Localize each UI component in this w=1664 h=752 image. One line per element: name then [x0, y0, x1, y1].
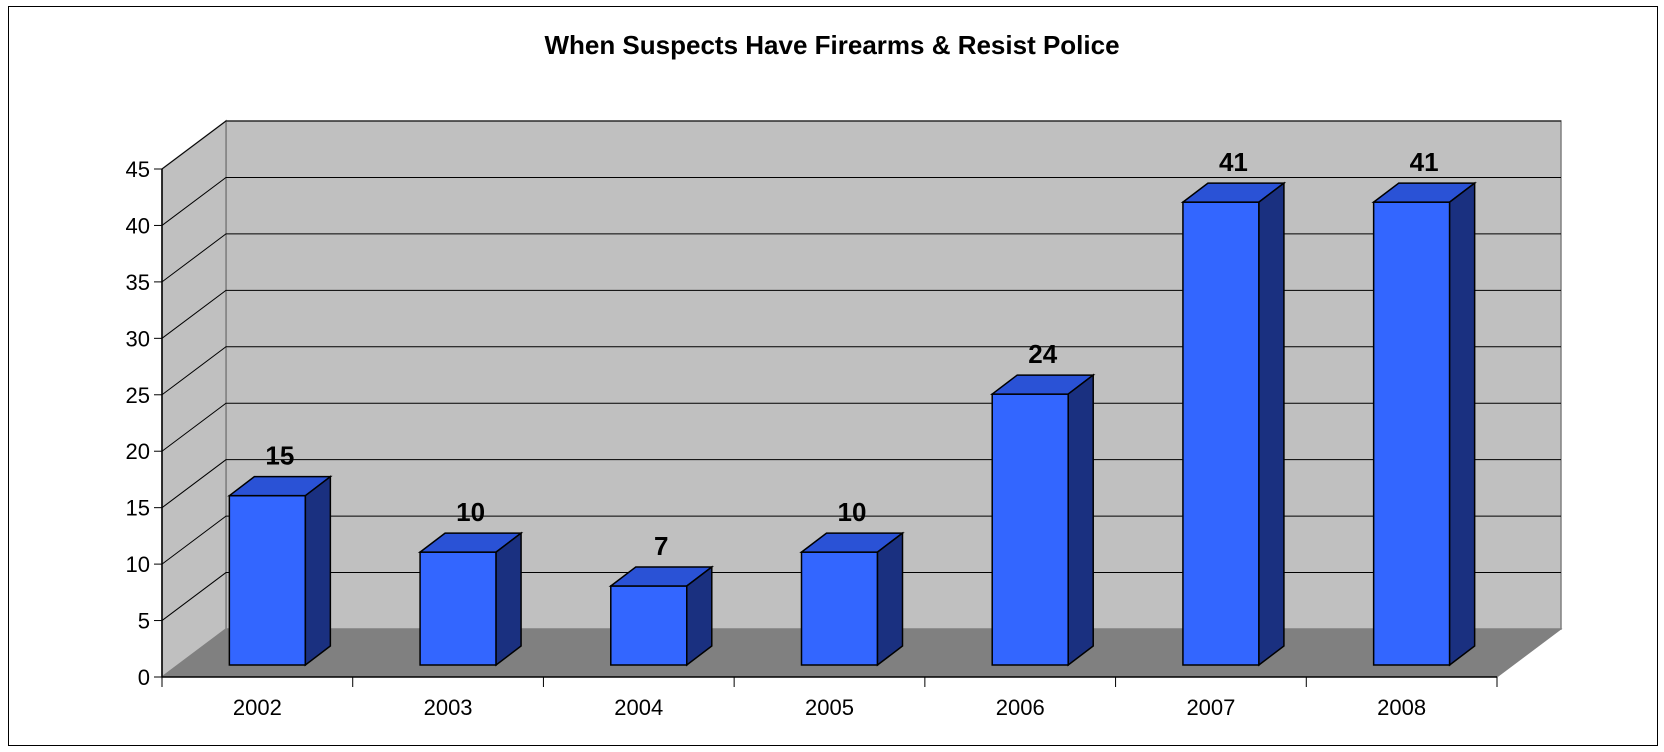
- bar: [608, 565, 715, 667]
- bar-side: [876, 531, 904, 667]
- y-tick-label: 10: [126, 552, 150, 577]
- bar-front: [1372, 201, 1451, 666]
- data-label: 41: [1219, 147, 1248, 177]
- data-label: 24: [1028, 339, 1057, 369]
- gridline: [161, 572, 1561, 621]
- bar: [227, 475, 333, 667]
- data-label: 10: [456, 497, 485, 527]
- data-label: 15: [265, 441, 294, 471]
- bar-front: [991, 393, 1069, 666]
- gridline: [161, 120, 1561, 170]
- y-tick-label: 5: [138, 609, 150, 634]
- y-tick-label: 15: [126, 496, 150, 521]
- bar-side: [1448, 181, 1476, 667]
- side-wall: [161, 119, 227, 679]
- x-tick-label: 2008: [1377, 695, 1426, 720]
- x-tick-label: 2005: [805, 695, 854, 720]
- data-label: 7: [654, 531, 668, 561]
- bar-front: [1182, 201, 1260, 666]
- bar-side: [304, 475, 332, 667]
- x-tick-label: 2003: [424, 695, 473, 720]
- gridline: [161, 176, 1561, 226]
- gridline: [161, 459, 1561, 509]
- bar: [989, 373, 1096, 667]
- gridline: [161, 515, 1561, 565]
- bar-side: [1067, 373, 1094, 667]
- gridlines: [161, 120, 1561, 621]
- y-tick-label: 0: [138, 665, 150, 690]
- bar-side: [495, 531, 522, 667]
- chart-title: When Suspects Have Firearms & Resist Pol…: [544, 30, 1120, 60]
- bar: [1180, 181, 1287, 667]
- bar: [1371, 181, 1477, 667]
- x-tick-label: 2002: [233, 695, 282, 720]
- y-tick-label: 35: [126, 270, 150, 295]
- gridline: [161, 402, 1561, 452]
- gridline: [161, 289, 1561, 339]
- data-label: 10: [838, 497, 867, 527]
- y-tick-label: 30: [126, 326, 150, 351]
- labels: 15 2002 10 2003 7 2004 10 2005 24 2006 41 2007 41 200…: [233, 147, 1439, 720]
- x-tick-label: 2004: [614, 695, 663, 720]
- bar-front: [419, 551, 497, 666]
- axes: 0 5 10 15 20 25 30 35 40 45: [126, 157, 1498, 690]
- bar-front: [800, 551, 879, 666]
- y-tick-label: 20: [126, 439, 150, 464]
- bar-side: [686, 565, 713, 667]
- bar-side: [1258, 181, 1285, 667]
- bar: [417, 531, 524, 667]
- bars: [227, 181, 1477, 667]
- y-tick-label: 45: [126, 157, 150, 182]
- y-tick-label: 25: [126, 383, 150, 408]
- bar: [799, 531, 905, 667]
- x-tick-label: 2006: [996, 695, 1045, 720]
- y-tick-label: 40: [126, 213, 150, 238]
- x-tick-label: 2007: [1186, 695, 1235, 720]
- bar-front: [610, 585, 688, 666]
- gridline: [161, 346, 1561, 396]
- gridline: [161, 233, 1561, 283]
- bar-front: [228, 494, 307, 666]
- data-label: 41: [1410, 147, 1439, 177]
